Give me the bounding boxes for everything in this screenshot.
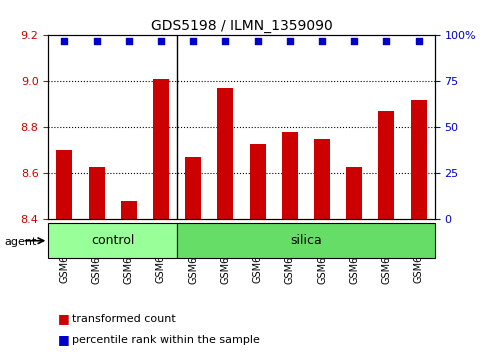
Bar [250, 144, 266, 219]
Point [189, 38, 197, 44]
Text: agent: agent [5, 238, 37, 247]
Point [125, 38, 133, 44]
Point [318, 38, 326, 44]
Bar [282, 132, 298, 219]
Point [286, 38, 294, 44]
Text: ■: ■ [58, 333, 70, 346]
Bar [57, 150, 72, 219]
Point [60, 38, 68, 44]
Point [222, 38, 229, 44]
Bar [411, 100, 426, 219]
Bar [346, 167, 362, 219]
Bar [185, 158, 201, 219]
Point [93, 38, 100, 44]
Point [157, 38, 165, 44]
Text: control: control [91, 234, 134, 247]
Bar [378, 112, 395, 219]
Text: ■: ■ [58, 312, 70, 325]
Text: percentile rank within the sample: percentile rank within the sample [72, 335, 260, 345]
FancyBboxPatch shape [48, 223, 177, 258]
FancyBboxPatch shape [177, 223, 435, 258]
Point [254, 38, 261, 44]
Text: transformed count: transformed count [72, 314, 176, 324]
Bar [314, 139, 330, 219]
Point [415, 38, 423, 44]
Bar [121, 201, 137, 219]
Point [350, 38, 358, 44]
Point [383, 38, 390, 44]
Title: GDS5198 / ILMN_1359090: GDS5198 / ILMN_1359090 [151, 19, 332, 33]
Bar [153, 79, 169, 219]
Bar [217, 88, 233, 219]
Bar [88, 167, 105, 219]
Text: silica: silica [290, 234, 322, 247]
